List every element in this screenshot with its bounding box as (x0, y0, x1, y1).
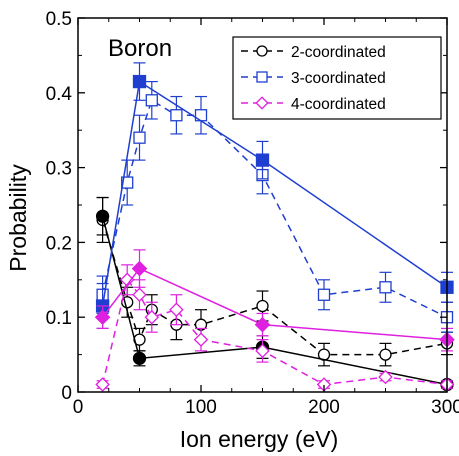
legend-entry: 2-coordinated (241, 44, 386, 61)
series-c4-dashed (95, 264, 455, 392)
data-point-circle (132, 351, 147, 365)
x-tick-label: 300 (431, 397, 459, 418)
series-line (101, 278, 448, 386)
y-tick-label: 0 (61, 383, 72, 404)
data-point-square (133, 131, 146, 144)
x-axis-title: Ion energy (eV) (180, 426, 339, 452)
data-point-diamond (95, 377, 110, 392)
chart-annotation: Boron (108, 35, 172, 62)
data-point-diamond (378, 369, 393, 385)
y-axis-title: Probability (5, 164, 31, 272)
series-c4-solid (94, 249, 455, 352)
data-point-square (379, 281, 392, 294)
y-tick-label: 0.5 (46, 9, 72, 30)
data-point-diamond (255, 343, 270, 359)
data-point-diamond (119, 272, 135, 288)
data-point-circle (379, 348, 392, 361)
series-line (101, 216, 448, 386)
ticks-layer: 0 100 200 300 0 0.1 0.2 0.3 0.4 0.5 (46, 9, 459, 418)
legend-label: 4-coordinated (291, 96, 386, 113)
x-tick-label: 200 (308, 397, 340, 418)
series-line (102, 267, 448, 341)
data-point-square (132, 74, 147, 89)
data-point-square (145, 94, 158, 107)
data-point-square (255, 153, 270, 167)
data-point-circle (95, 209, 110, 223)
x-tick-label: 0 (73, 397, 84, 418)
legend-entry: 3-coordinated (241, 70, 386, 87)
data-point-diamond (131, 260, 148, 277)
data-point-square (256, 71, 268, 83)
data-point-diamond (255, 96, 269, 110)
series-line (101, 219, 448, 356)
legend-label: 2-coordinated (291, 44, 386, 61)
series-layer (94, 62, 455, 392)
data-point-circle (256, 45, 268, 57)
y-tick-label: 0.3 (46, 159, 72, 180)
data-point-diamond (169, 302, 184, 317)
data-point-square (170, 109, 183, 122)
data-point-diamond (132, 287, 147, 303)
y-tick-label: 0.4 (46, 84, 73, 105)
series-c2-dashed (96, 196, 454, 367)
series-c3-solid (95, 62, 454, 330)
legend: 2-coordinated 3-coordinated 4-coordinated (232, 36, 442, 120)
legend-entry: 4-coordinated (241, 96, 386, 113)
data-point-square (121, 176, 134, 189)
data-point-diamond (193, 332, 209, 347)
y-tick-label: 0.1 (46, 308, 72, 329)
legend-label: 3-coordinated (291, 70, 386, 87)
data-point-diamond (144, 309, 160, 325)
y-tick-label: 0.2 (46, 233, 72, 254)
data-point-circle (256, 299, 269, 313)
data-point-diamond (254, 316, 271, 333)
series-line (101, 99, 448, 318)
series-line (101, 80, 448, 307)
x-tick-label: 100 (185, 397, 217, 418)
data-point-square (317, 288, 331, 301)
data-point-diamond (94, 309, 111, 326)
